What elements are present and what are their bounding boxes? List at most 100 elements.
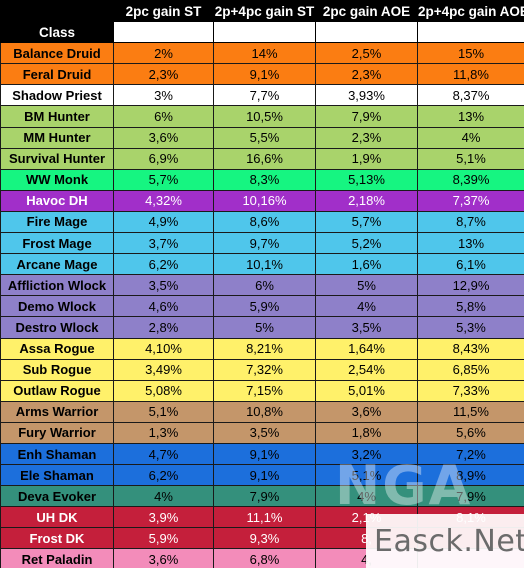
table-row: Fury Warrior 1,3% 3,5% 1,8% 5,6%	[0, 421, 524, 444]
value-4pc-aoe: 8,7%	[417, 210, 524, 234]
class-name: Enh Shaman	[0, 442, 114, 466]
value-4pc-st: 11,1%	[213, 506, 316, 529]
class-name: Affliction Wlock	[0, 274, 114, 297]
class-name: Havoc DH	[0, 189, 114, 212]
value-4pc-st: 6,8%	[213, 548, 316, 568]
header-corner	[0, 0, 114, 23]
value-4pc-st: 8,3%	[213, 168, 316, 191]
value-2pc-aoe: 5,13%	[315, 168, 418, 191]
value-2pc-aoe: 2,3%	[315, 126, 418, 149]
value-4pc-aoe: 7,9%	[417, 485, 524, 508]
class-name: Destro Wlock	[0, 316, 114, 339]
value-2pc-aoe: 4%	[315, 485, 418, 508]
value-4pc-st: 14%	[213, 42, 316, 65]
value-2pc-st: 3,49%	[113, 358, 214, 381]
value-2pc-st: 5,08%	[113, 379, 214, 402]
value-2pc-aoe: 5,1%	[315, 464, 418, 487]
class-name: Demo Wlock	[0, 295, 114, 318]
value-2pc-aoe: 3,2%	[315, 442, 418, 466]
class-name: Outlaw Rogue	[0, 379, 114, 402]
class-name: Arcane Mage	[0, 253, 114, 276]
table-row: Feral Druid 2,3% 9,1% 2,3% 11,8%	[0, 63, 524, 86]
class-column-header: Class	[0, 21, 114, 44]
empty-cell	[315, 21, 418, 44]
value-4pc-aoe: 13%	[417, 232, 524, 255]
class-name: Assa Rogue	[0, 337, 114, 360]
value-2pc-st: 4,10%	[113, 337, 214, 360]
value-2pc-aoe: 1,64%	[315, 337, 418, 360]
table-row: Fire Mage 4,9% 8,6% 5,7% 8,7%	[0, 210, 524, 234]
value-4pc-aoe: 4%	[417, 126, 524, 149]
class-name: Balance Druid	[0, 42, 114, 65]
value-2pc-st: 5,7%	[113, 168, 214, 191]
value-4pc-st: 9,7%	[213, 232, 316, 255]
value-4pc-st: 10,16%	[213, 189, 316, 212]
value-4pc-st: 16,6%	[213, 147, 316, 170]
class-name: Arms Warrior	[0, 400, 114, 423]
table-row: UH DK 3,9% 11,1% 2,1% 8,1%	[0, 506, 524, 529]
table-row: Outlaw Rogue 5,08% 7,15% 5,01% 7,33%	[0, 379, 524, 402]
value-4pc-st: 8,21%	[213, 337, 316, 360]
value-2pc-aoe: 2,5%	[315, 42, 418, 65]
class-name: BM Hunter	[0, 105, 114, 128]
value-2pc-st: 2,3%	[113, 63, 214, 86]
class-name: Frost DK	[0, 527, 114, 550]
value-4pc-st: 6%	[213, 274, 316, 297]
column-header-4pc-aoe: 2p+4pc gain AOE	[417, 0, 524, 23]
value-4pc-aoe: 7,33%	[417, 379, 524, 402]
value-4pc-aoe: 11,8%	[417, 63, 524, 86]
value-4pc-st: 5,9%	[213, 295, 316, 318]
table-row: Destro Wlock 2,8% 5% 3,5% 5,3%	[0, 316, 524, 339]
empty-cell	[213, 21, 316, 44]
value-4pc-st: 9,1%	[213, 464, 316, 487]
table-row: Deva Evoker 4% 7,9% 4% 7,9%	[0, 485, 524, 508]
class-name: Feral Druid	[0, 63, 114, 86]
value-4pc-st: 9,3%	[213, 527, 316, 550]
class-name: Fire Mage	[0, 210, 114, 234]
value-2pc-aoe: 1,6%	[315, 253, 418, 276]
value-2pc-st: 4,9%	[113, 210, 214, 234]
value-2pc-aoe: 4%	[315, 295, 418, 318]
value-4pc-st: 5%	[213, 316, 316, 339]
value-2pc-aoe: 2,3%	[315, 63, 418, 86]
table-row: Balance Druid 2% 14% 2,5% 15%	[0, 42, 524, 65]
class-name: WW Monk	[0, 168, 114, 191]
value-4pc-aoe: 7,37%	[417, 189, 524, 212]
table-row: Assa Rogue 4,10% 8,21% 1,64% 8,43%	[0, 337, 524, 360]
class-name: Fury Warrior	[0, 421, 114, 444]
value-4pc-aoe: 7,2%	[417, 442, 524, 466]
value-2pc-st: 6,9%	[113, 147, 214, 170]
value-4pc-aoe: 8,43%	[417, 337, 524, 360]
value-4pc-st: 8,6%	[213, 210, 316, 234]
value-2pc-aoe: 3,5%	[315, 316, 418, 339]
value-4pc-st: 9,1%	[213, 442, 316, 466]
table-row: Frost Mage 3,7% 9,7% 5,2% 13%	[0, 232, 524, 255]
value-4pc-st: 7,15%	[213, 379, 316, 402]
empty-cell	[417, 21, 524, 44]
value-2pc-st: 3%	[113, 84, 214, 107]
value-4pc-st: 7,7%	[213, 84, 316, 107]
value-2pc-st: 4%	[113, 485, 214, 508]
value-4pc-st: 9,1%	[213, 63, 316, 86]
value-2pc-st: 4,7%	[113, 442, 214, 466]
value-2pc-st: 6%	[113, 105, 214, 128]
empty-cell	[113, 21, 214, 44]
value-2pc-aoe: 5%	[315, 274, 418, 297]
class-name: Ele Shaman	[0, 464, 114, 487]
table-row: Survival Hunter 6,9% 16,6% 1,9% 5,1%	[0, 147, 524, 170]
value-2pc-aoe: 5,7%	[315, 210, 418, 234]
value-4pc-st: 3,5%	[213, 421, 316, 444]
table-row: BM Hunter 6% 10,5% 7,9% 13%	[0, 105, 524, 128]
column-header-2pc-aoe: 2pc gain AOE	[315, 0, 418, 23]
value-2pc-aoe: 2,54%	[315, 358, 418, 381]
value-4pc-aoe: 8,37%	[417, 84, 524, 107]
value-4pc-aoe: 6,85%	[417, 358, 524, 381]
value-2pc-st: 3,6%	[113, 548, 214, 568]
watermark-backdrop	[366, 514, 524, 568]
table-row: Arcane Mage 6,2% 10,1% 1,6% 6,1%	[0, 253, 524, 276]
class-name: Ret Paladin	[0, 548, 114, 568]
class-header-row: Class	[0, 21, 524, 44]
value-4pc-aoe: 5,1%	[417, 147, 524, 170]
value-4pc-aoe: 6,1%	[417, 253, 524, 276]
